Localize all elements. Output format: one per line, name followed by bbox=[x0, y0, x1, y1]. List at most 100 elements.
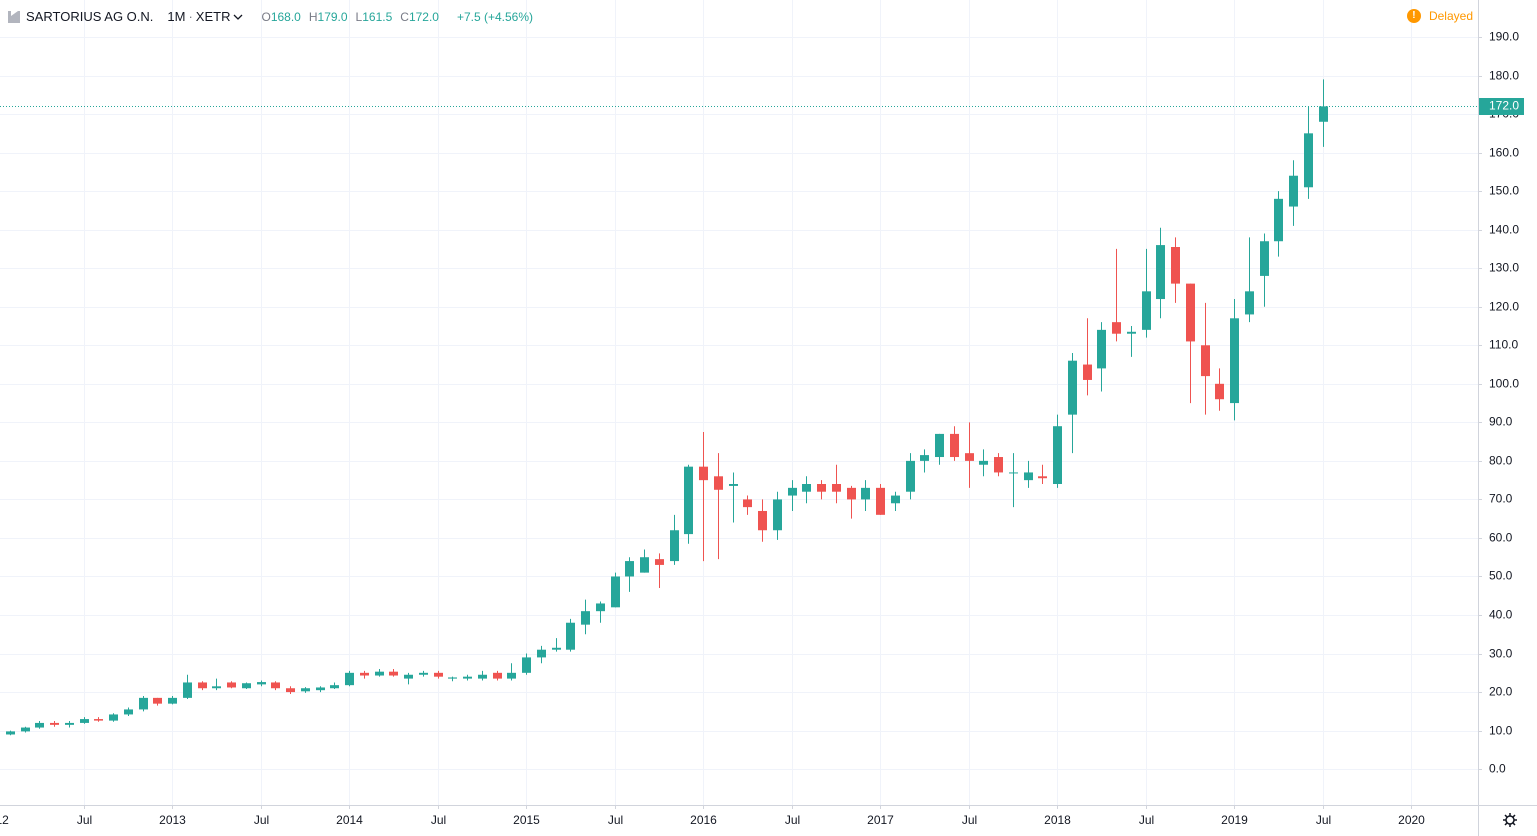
candle-body bbox=[463, 676, 472, 679]
x-tick-label: Jul bbox=[608, 813, 623, 827]
candle-body bbox=[65, 722, 74, 725]
candle-body bbox=[979, 460, 988, 465]
y-tick-label: 120.0 bbox=[1489, 300, 1519, 314]
candle-body bbox=[611, 576, 620, 608]
ohlc-key: H bbox=[308, 9, 318, 24]
y-tick-label: 80.0 bbox=[1489, 454, 1513, 468]
x-tick-label: 2018 bbox=[1044, 813, 1071, 827]
candle-body bbox=[817, 484, 826, 492]
x-tick-label: 2016 bbox=[690, 813, 717, 827]
candle-body bbox=[212, 686, 221, 689]
y-tick-label: 130.0 bbox=[1489, 261, 1519, 275]
candle-body bbox=[375, 671, 384, 676]
candle-body bbox=[861, 487, 870, 500]
candle-body bbox=[1009, 472, 1018, 474]
y-tick-label: 50.0 bbox=[1489, 569, 1513, 583]
symbol-name[interactable]: SARTORIUS AG O.N. bbox=[26, 9, 154, 24]
candle-body bbox=[1142, 291, 1151, 330]
candle-body bbox=[1304, 133, 1313, 188]
candle-body bbox=[670, 530, 679, 562]
settings-icon[interactable] bbox=[1503, 813, 1517, 827]
candle-body bbox=[271, 682, 280, 689]
y-tick-label: 0.0 bbox=[1489, 762, 1506, 776]
y-tick-label: 160.0 bbox=[1489, 146, 1519, 160]
x-tick-label: 2020 bbox=[1398, 813, 1425, 827]
candle-body bbox=[1260, 241, 1269, 276]
symbol-icon bbox=[8, 10, 20, 23]
x-tick-label: Jul bbox=[1316, 813, 1331, 827]
candle-body bbox=[153, 697, 162, 704]
candle-body bbox=[1274, 198, 1283, 242]
candle-body bbox=[242, 683, 251, 689]
ohlc-value: 168.0 bbox=[270, 9, 301, 24]
candle-body bbox=[434, 672, 443, 677]
ohlc-value: 161.5 bbox=[362, 9, 393, 24]
dropdown-icon[interactable] bbox=[233, 13, 243, 21]
candle-body bbox=[537, 649, 546, 658]
candle-body bbox=[950, 433, 959, 458]
candle-body bbox=[1245, 291, 1254, 315]
candle-body bbox=[109, 714, 118, 721]
interval[interactable]: 1M bbox=[167, 9, 186, 24]
candle-body bbox=[552, 647, 561, 650]
x-tick-label: Jul bbox=[962, 813, 977, 827]
candle-body bbox=[21, 727, 30, 732]
candle-body bbox=[478, 674, 487, 679]
data-status[interactable]: ! Delayed bbox=[1406, 9, 1473, 23]
status-icon: ! bbox=[1406, 9, 1421, 23]
candle-body bbox=[124, 709, 133, 715]
candle-body bbox=[448, 677, 457, 679]
candle-body bbox=[596, 603, 605, 612]
candle-body bbox=[139, 697, 148, 710]
candle-body bbox=[581, 611, 590, 625]
candle-body bbox=[640, 557, 649, 573]
candle-body bbox=[935, 433, 944, 458]
candle-body bbox=[1038, 476, 1047, 479]
candle-body bbox=[1289, 175, 1298, 207]
ohlc-key: O bbox=[261, 9, 271, 24]
candle-body bbox=[743, 499, 752, 508]
candle-body bbox=[1171, 247, 1180, 284]
candle-body bbox=[625, 561, 634, 577]
candle-body bbox=[286, 688, 295, 693]
candle-body bbox=[1053, 426, 1062, 485]
exchange[interactable]: XETR bbox=[195, 9, 231, 24]
x-tick-label: Jul bbox=[254, 813, 269, 827]
candle-body bbox=[906, 460, 915, 492]
y-tick-label: 100.0 bbox=[1489, 377, 1519, 391]
candle-body bbox=[168, 697, 177, 704]
candle-body bbox=[257, 682, 266, 685]
ohlc-item: L161.5 bbox=[356, 10, 393, 24]
candle-body bbox=[684, 466, 693, 535]
candle-body bbox=[965, 453, 974, 461]
candle-body bbox=[301, 688, 310, 692]
candle-body bbox=[758, 510, 767, 531]
candle-body bbox=[699, 466, 708, 481]
ohlc-value: 179.0 bbox=[317, 9, 348, 24]
candle-body bbox=[802, 484, 811, 492]
candle-body bbox=[714, 476, 723, 490]
y-tick-label: 90.0 bbox=[1489, 415, 1513, 429]
candle-body bbox=[419, 672, 428, 675]
candle-body bbox=[1024, 472, 1033, 481]
x-tick-label: Jul bbox=[1139, 813, 1154, 827]
y-tick-label: 70.0 bbox=[1489, 492, 1513, 506]
ohlc-key: L bbox=[355, 9, 363, 24]
candle-body bbox=[330, 685, 339, 689]
last-price-label: 172.0 bbox=[1489, 99, 1519, 113]
candle-body bbox=[1068, 360, 1077, 415]
x-tick-label: 2019 bbox=[1221, 813, 1248, 827]
candle-body bbox=[94, 719, 103, 721]
candle-body bbox=[891, 495, 900, 504]
ohlc-key: C bbox=[400, 9, 409, 24]
candle-body bbox=[655, 559, 664, 565]
ohlc-item: O168.0 bbox=[261, 10, 300, 24]
last-price-badge bbox=[1479, 98, 1524, 115]
candle-body bbox=[1112, 322, 1121, 334]
candle-body bbox=[729, 484, 738, 486]
ohlc-item: H179.0 bbox=[309, 10, 348, 24]
candle-body bbox=[80, 719, 89, 723]
